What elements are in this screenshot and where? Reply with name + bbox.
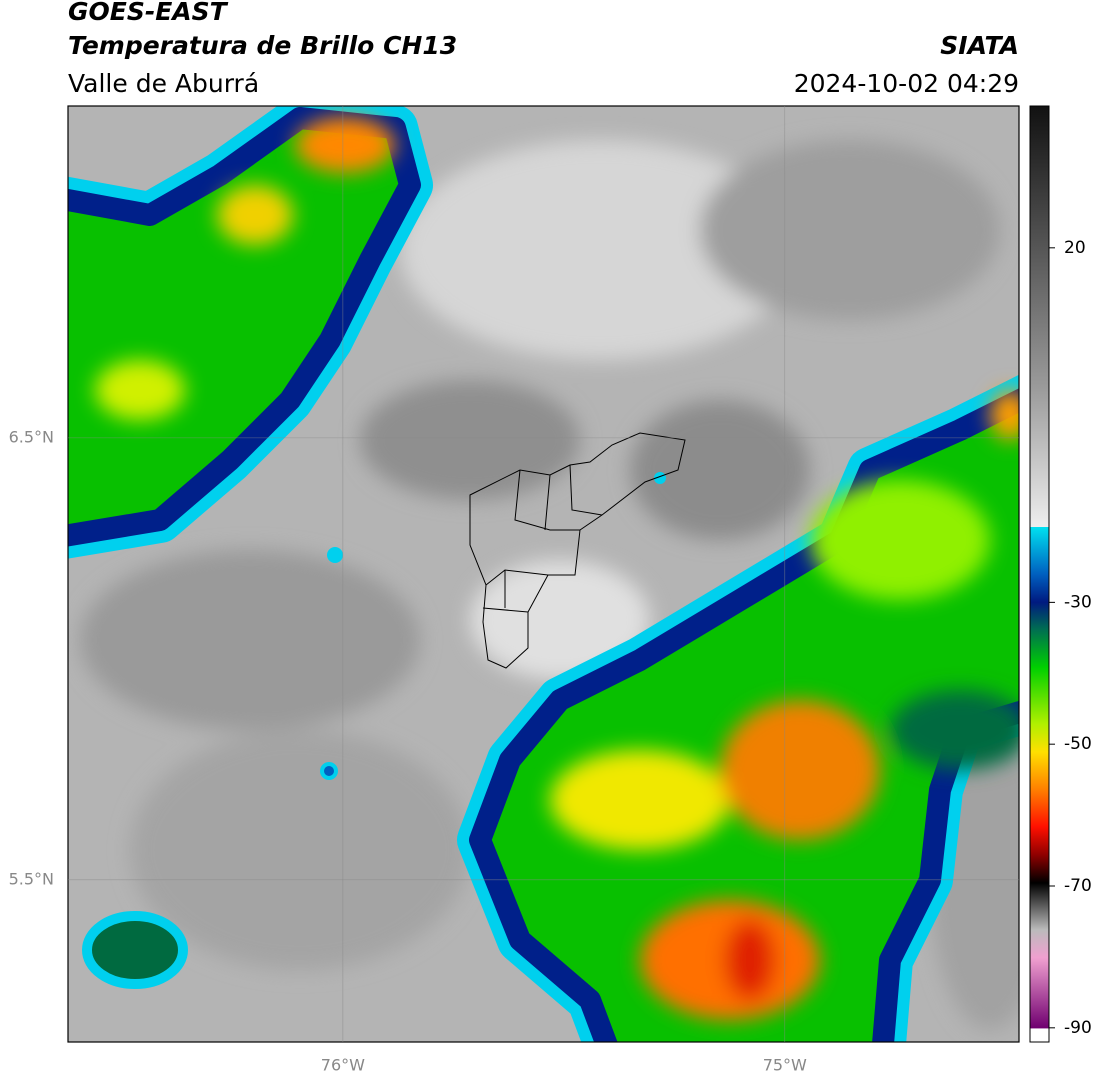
satellite-image — [68, 106, 1019, 1042]
y-tick-label: 5.5°N — [9, 869, 54, 888]
source: SIATA — [940, 31, 1019, 60]
cold-cores — [95, 117, 1019, 1020]
title: GOES-EAST — [68, 0, 229, 26]
colorbar-tick-label: -70 — [1064, 876, 1092, 896]
clear-sky-texture — [80, 140, 1019, 1030]
colorbar — [1029, 105, 1050, 1043]
colorbar-tick-label: -30 — [1064, 592, 1092, 612]
colorbar-tick-label: -90 — [1064, 1018, 1092, 1038]
x-tick-label: 75°W — [763, 1056, 807, 1075]
colorbar-tick-label: -50 — [1064, 734, 1092, 754]
map-frame — [67, 105, 1020, 1043]
x-tick-label: 76°W — [321, 1056, 365, 1075]
y-tick-label: 6.5°N — [9, 427, 54, 446]
subtitle: Temperatura de Brillo CH13 — [68, 31, 457, 60]
municipality-borders — [469, 432, 686, 669]
colorbar-tick-label: 20 — [1064, 238, 1086, 258]
timestamp: 2024-10-02 04:29 — [794, 69, 1019, 98]
region: Valle de Aburrá — [68, 69, 259, 98]
